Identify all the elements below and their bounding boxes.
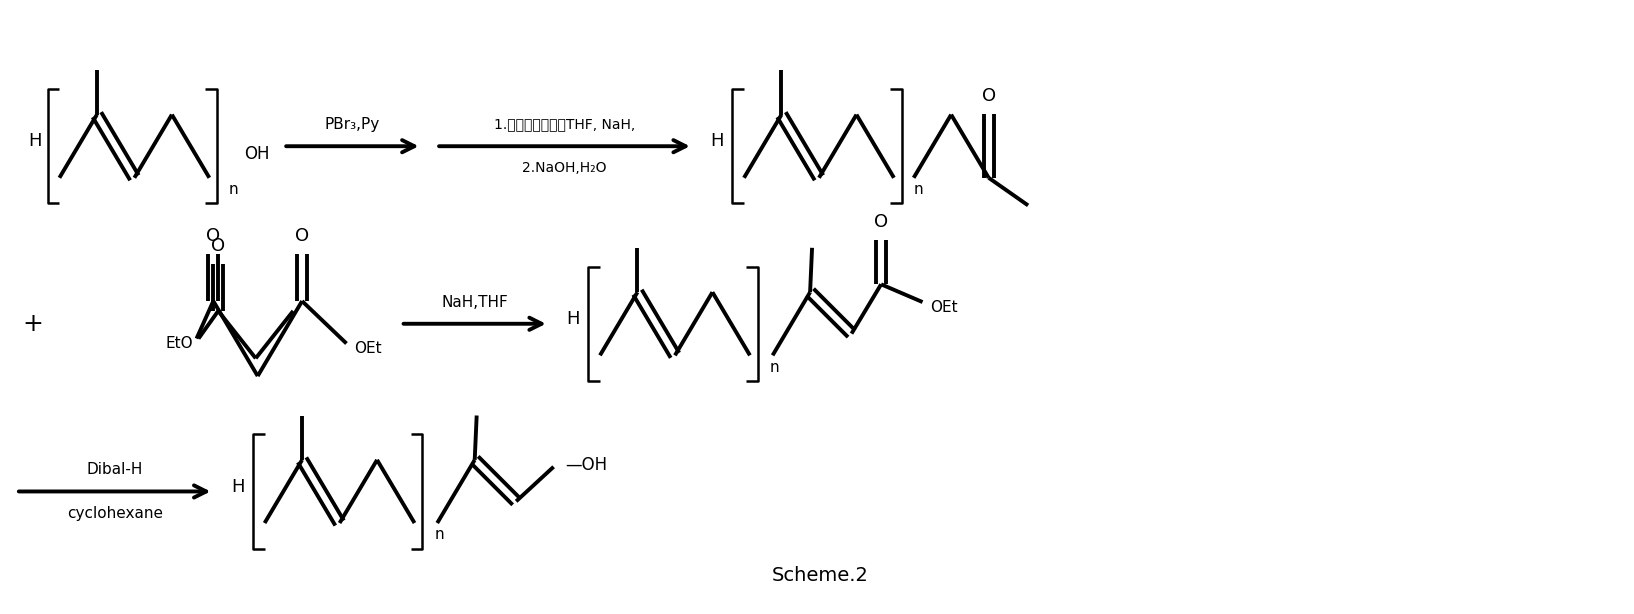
Text: H: H bbox=[230, 478, 245, 495]
Text: OEt: OEt bbox=[355, 341, 382, 356]
Text: 1.乙酰乙酸乙酯，THF, NaH,: 1.乙酰乙酸乙酯，THF, NaH, bbox=[493, 117, 636, 131]
Text: n: n bbox=[435, 527, 444, 542]
Text: H: H bbox=[28, 132, 41, 150]
Text: PBr₃,Py: PBr₃,Py bbox=[325, 117, 381, 132]
Text: O: O bbox=[874, 213, 889, 231]
Text: 2.NaOH,H₂O: 2.NaOH,H₂O bbox=[523, 161, 606, 175]
Text: EtO: EtO bbox=[167, 336, 193, 351]
Text: OH: OH bbox=[243, 145, 270, 163]
Text: NaH,THF: NaH,THF bbox=[441, 295, 508, 309]
Text: n: n bbox=[229, 182, 239, 197]
Text: O: O bbox=[206, 227, 221, 245]
Text: H: H bbox=[711, 132, 724, 150]
Text: +: + bbox=[23, 312, 42, 336]
Text: Scheme.2: Scheme.2 bbox=[771, 566, 868, 585]
Text: Dibal-H: Dibal-H bbox=[87, 462, 142, 477]
Text: n: n bbox=[913, 182, 923, 197]
Text: H: H bbox=[567, 310, 580, 328]
Text: OEt: OEt bbox=[930, 300, 958, 314]
Text: O: O bbox=[296, 227, 309, 245]
Text: n: n bbox=[770, 360, 779, 375]
Text: O: O bbox=[211, 237, 225, 255]
Text: —OH: —OH bbox=[565, 456, 608, 474]
Text: O: O bbox=[982, 87, 995, 105]
Text: cyclohexane: cyclohexane bbox=[67, 506, 163, 521]
